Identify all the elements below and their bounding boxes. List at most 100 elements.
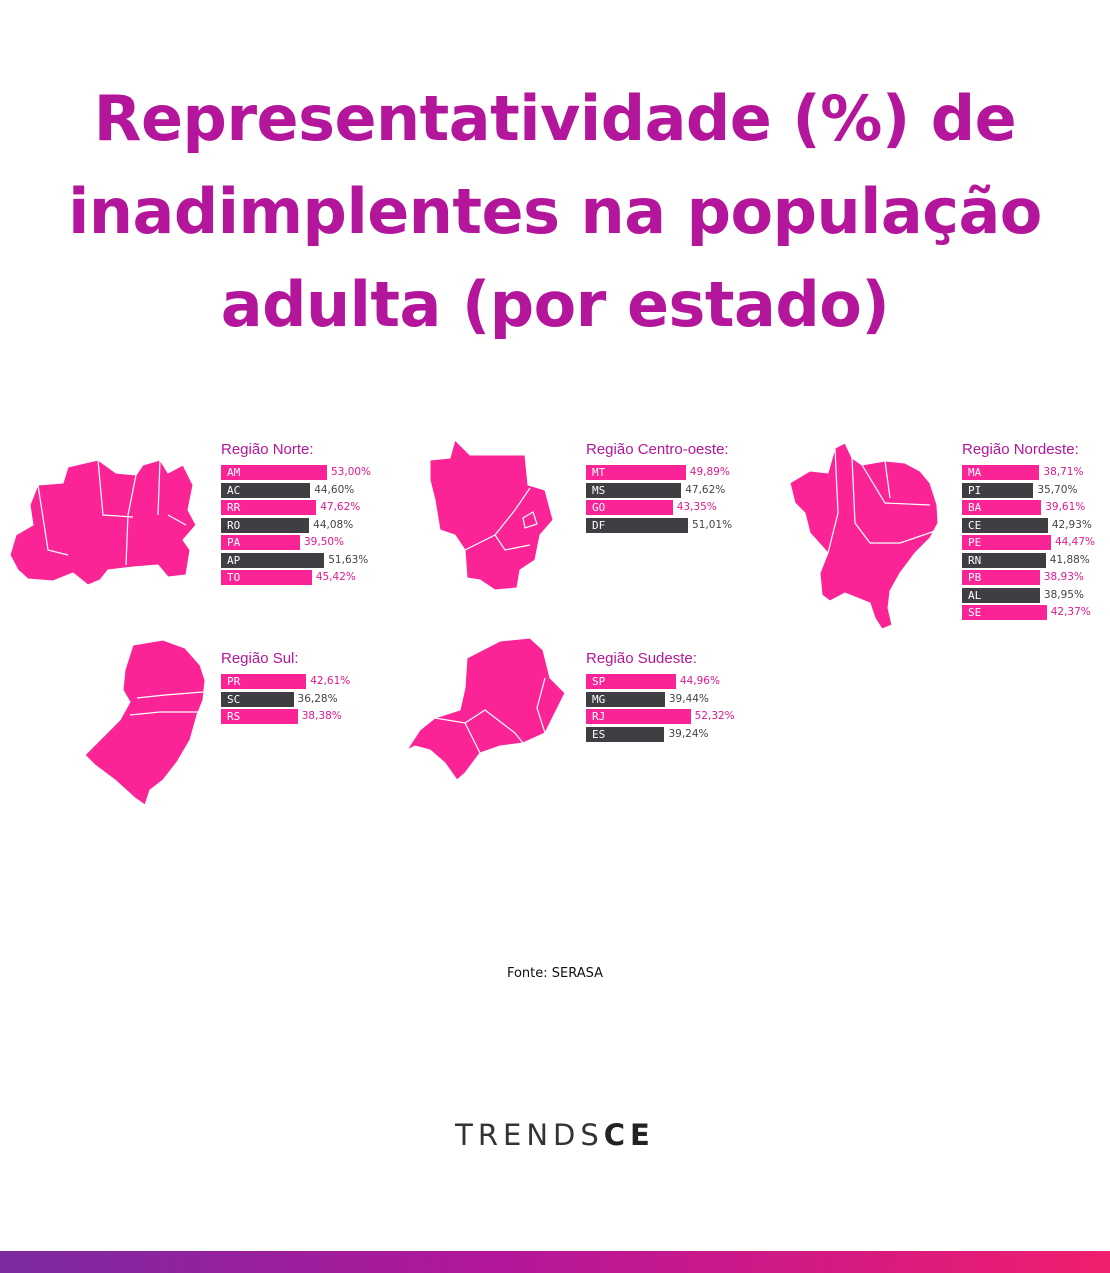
value-label-ms: 47,62% (685, 483, 726, 496)
value-label-rs: 38,38% (301, 710, 342, 722)
bar-row-sp: SP 44,96% (586, 673, 720, 691)
region-norte: Região Norte: AM 53,00% AC 44,60% RR 47,62% RO… (221, 441, 371, 587)
value-label-ma: 38,71% (1043, 466, 1084, 478)
value-label-rj: 52,32% (694, 710, 735, 722)
bar-row-mg: MG 39,44% (586, 691, 709, 709)
region-centro-oeste: Região Centro-oeste: MT 49,89% MS 47,62% GO 4… (586, 441, 733, 535)
bar-row-se: SE 42,37% (962, 604, 1091, 622)
value-label-am: 53,00% (331, 466, 372, 478)
bar-ac: AC (221, 482, 311, 498)
bar-row-pe: PE 44,47% (962, 534, 1095, 552)
bar-row-rj: RJ 52,32% (586, 708, 735, 726)
bar-row-pr: PR 42,61% (221, 673, 350, 691)
bar-row-to: TO 45,42% (221, 569, 356, 587)
value-label-pi: 35,70% (1037, 483, 1078, 496)
value-label-pe: 44,47% (1054, 536, 1095, 548)
bar-row-df: DF 51,01% (586, 517, 733, 535)
region-nordeste: Região Nordeste: MA 38,71% PI 35,70% BA 39,61… (962, 441, 1095, 622)
bar-row-go: GO 43,35% (586, 499, 729, 517)
region-sul: Região Sul: PR 42,61% SC 36,28% RS 38,38% (221, 650, 350, 726)
value-label-es: 39,24% (668, 727, 709, 740)
map-centro-oeste-shape (429, 439, 554, 591)
value-label-ba: 39,61% (1045, 501, 1086, 513)
value-label-ce: 42,93% (1051, 518, 1092, 531)
bar-rr: RR (221, 500, 317, 515)
value-label-se: 42,37% (1050, 606, 1091, 618)
value-label-mt: 49,89% (689, 466, 730, 478)
bar-ro: RO (221, 517, 310, 533)
bar-row-pa: PA 39,50% (221, 534, 344, 552)
bar-row-ma: MA 38,71% (962, 464, 1083, 482)
region-norte-title: Região Norte: (221, 441, 314, 458)
region-sudeste: Região Sudeste: SP 44,96% MG 39,44% RJ 52,32%… (586, 650, 735, 744)
bar-row-rr: RR 47,62% (221, 499, 360, 517)
bar-go: GO (586, 500, 673, 515)
value-label-ac: 44,60% (314, 483, 355, 496)
bar-df: DF (586, 517, 689, 533)
map-sul (84, 639, 215, 806)
bar-row-ac: AC 44,60% (221, 482, 354, 500)
map-nordeste-shape (789, 442, 939, 630)
bar-row-rs: RS 38,38% (221, 708, 342, 726)
title-line-2: inadimplentes na população (68, 175, 1042, 248)
bar-es: ES (586, 726, 665, 742)
map-norte (8, 455, 213, 595)
bar-row-mt: MT 49,89% (586, 464, 730, 482)
brand-bold: CE (603, 1118, 655, 1152)
value-label-df: 51,01% (692, 518, 733, 531)
chart-title: Representatividade (%) de inadimplentes … (0, 72, 1110, 351)
region-centro-oeste-title: Região Centro-oeste: (586, 441, 729, 458)
title-line-1: Representatividade (%) de (93, 82, 1017, 155)
bar-row-sc: SC 36,28% (221, 691, 338, 709)
value-label-ap: 51,63% (328, 553, 369, 566)
region-sul-title: Região Sul: (221, 650, 299, 667)
brand-light: TRENDS (455, 1118, 604, 1152)
bar-row-es: ES 39,24% (586, 726, 709, 744)
region-nordeste-title: Região Nordeste: (962, 441, 1079, 458)
footer-gradient-band (0, 1251, 1110, 1273)
value-label-to: 45,42% (315, 571, 356, 583)
bar-ap: AP (221, 552, 325, 568)
bar-pb: PB (962, 570, 1040, 585)
value-label-pa: 39,50% (304, 536, 345, 548)
bar-row-rn: RN 41,88% (962, 552, 1090, 570)
bar-row-ba: BA 39,61% (962, 499, 1085, 517)
map-sudeste-shape (405, 637, 566, 781)
value-label-go: 43,35% (676, 501, 717, 513)
value-label-pb: 38,93% (1043, 571, 1084, 583)
bar-rs: RS (221, 709, 298, 724)
bar-row-ro: RO 44,08% (221, 517, 353, 535)
source-note: Fonte: SERASA (506, 966, 604, 981)
map-nordeste (789, 442, 945, 631)
region-sudeste-title: Região Sudeste: (586, 650, 697, 667)
bar-se: SE (962, 605, 1047, 620)
bar-ba: BA (962, 500, 1042, 515)
bar-sp: SP (586, 674, 676, 689)
bar-al: AL (962, 587, 1040, 603)
value-label-ro: 44,08% (313, 518, 354, 531)
value-label-pr: 42,61% (310, 675, 351, 687)
value-label-rn: 41,88% (1049, 553, 1090, 566)
map-sudeste (405, 637, 580, 783)
title-line-3: adulta (por estado) (220, 268, 890, 341)
map-norte-shape (9, 459, 197, 586)
bar-rj: RJ (586, 709, 691, 724)
value-label-sc: 36,28% (297, 692, 338, 705)
bar-pe: PE (962, 535, 1051, 550)
bar-ce: CE (962, 517, 1048, 533)
value-label-rr: 47,62% (320, 501, 361, 513)
value-label-al: 38,95% (1043, 588, 1084, 601)
bar-row-al: AL 38,95% (962, 587, 1084, 605)
bar-row-pb: PB 38,93% (962, 569, 1084, 587)
value-label-mg: 39,44% (668, 692, 709, 705)
value-label-sp: 44,96% (679, 675, 720, 687)
bar-rn: RN (962, 552, 1046, 568)
bar-pi: PI (962, 482, 1034, 498)
bar-mg: MG (586, 691, 665, 707)
bar-row-am: AM 53,00% (221, 464, 371, 482)
bar-row-ap: AP 51,63% (221, 552, 368, 570)
map-centro-oeste (425, 439, 560, 592)
brand-logo: TRENDSCE (0, 1118, 1110, 1152)
bar-am: AM (221, 465, 327, 480)
bar-pr: PR (221, 674, 307, 689)
